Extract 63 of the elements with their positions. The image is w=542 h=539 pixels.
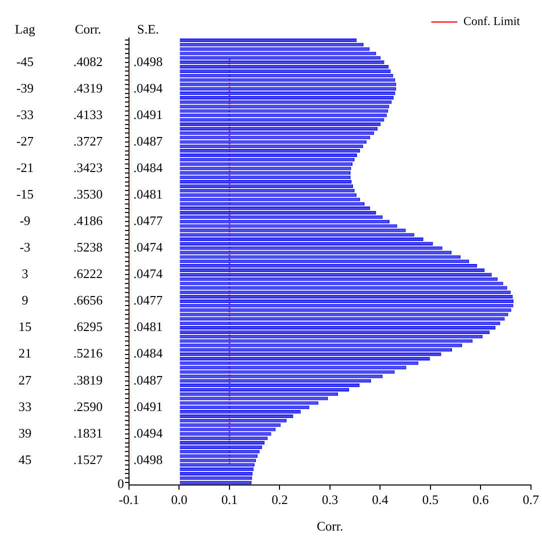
annotation: .0484: [133, 346, 164, 361]
data-label: .3727: [73, 133, 104, 148]
text: Corr.: [74, 21, 102, 36]
x-tick-label: 0.6: [472, 492, 490, 508]
annotation: .0484: [133, 160, 164, 175]
text: S.E.: [137, 21, 159, 36]
y-tick-label: -3: [20, 240, 30, 255]
data-label: .4319: [73, 80, 103, 96]
data-label: .3819: [73, 372, 103, 388]
y-tick-label: 21: [18, 346, 32, 361]
annotation: .0477: [133, 213, 164, 228]
y-tick-label: 9: [22, 292, 28, 308]
data-label: .6295: [73, 319, 103, 334]
x-tick-label: 0.7: [522, 492, 540, 508]
annotation: .0498: [133, 452, 163, 467]
annotation: .0487: [133, 133, 164, 148]
data-label: .4186: [73, 213, 104, 228]
x-tick-label: 0.4: [372, 492, 389, 508]
y-tick-label: -39: [16, 80, 34, 96]
legend-label: Conf. Limit: [463, 14, 521, 28]
x-axis-title: Corr.: [316, 518, 344, 534]
y-tick-label: 33: [18, 398, 32, 414]
y-tick-label: -33: [16, 106, 34, 122]
y-tick-label: 27: [18, 372, 32, 388]
data-label: .1831: [73, 425, 103, 440]
x-tick-label: 0.3: [322, 492, 338, 508]
y-tick-label: 45: [18, 452, 32, 467]
annotation: .0481: [133, 186, 163, 202]
annotation: .0481: [133, 319, 163, 334]
data-label: .5216: [73, 346, 104, 361]
annotation: .0477: [133, 292, 164, 308]
x-tick-label: 0.2: [272, 492, 288, 508]
data-label: .1527: [73, 452, 104, 467]
y-tick-label: -15: [16, 186, 34, 202]
annotation: .0494: [133, 425, 164, 440]
y-tick-label: -45: [16, 54, 34, 69]
data-label: .4133: [73, 106, 103, 122]
annotation: .0498: [133, 54, 163, 69]
annotation: .0491: [133, 106, 163, 122]
annotation: .0487: [133, 372, 164, 388]
data-label: .5238: [73, 240, 103, 255]
y-tick-label: -9: [20, 213, 30, 228]
data-label: .6222: [73, 266, 103, 282]
data-label: .4082: [73, 54, 103, 69]
annotation: .0474: [133, 240, 164, 255]
y-tick-label: 15: [18, 319, 32, 334]
data-label: .3530: [73, 186, 103, 202]
y-tick-label: -27: [16, 133, 34, 148]
y-tick-label: 39: [18, 425, 32, 440]
x-tick-label: 0.1: [221, 492, 238, 508]
y-tick-label: -21: [16, 160, 34, 175]
annotation: .0474: [133, 266, 164, 282]
x-tick-label: -0.1: [118, 492, 140, 508]
y-axis-title: Lag: [14, 21, 36, 36]
text: 0: [118, 476, 124, 492]
data-label: .2590: [73, 398, 103, 414]
data-label: .6656: [73, 292, 104, 308]
x-tick-label: 0.0: [171, 492, 188, 508]
x-tick-label: 0.5: [422, 492, 439, 508]
data-label: .3423: [73, 160, 103, 175]
y-tick-label: 3: [22, 266, 28, 282]
annotation: .0494: [133, 80, 164, 96]
annotation: .0491: [133, 398, 163, 414]
